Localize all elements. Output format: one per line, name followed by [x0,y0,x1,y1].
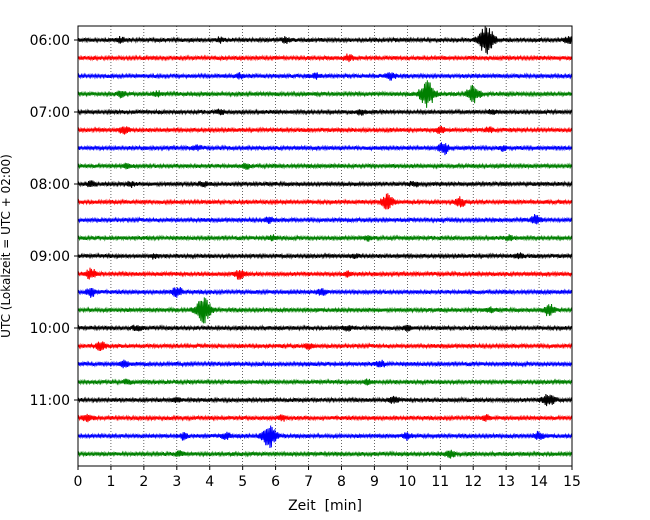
trace-row-0630 [77,72,573,81]
plot-frame [77,25,573,467]
x-tick-label: 11 [431,474,449,490]
trace-row-1045 [77,378,573,386]
x-tick-label: 10 [398,474,416,490]
x-tick-label: 8 [337,474,346,490]
trace-row-0715 [77,125,573,135]
y-tick-label: 10:00 [30,321,70,337]
trace-row-0915 [77,267,573,280]
trace-row-1145 [77,449,573,459]
trace-row-0830 [77,214,573,225]
trace-row-0945 [77,297,573,324]
trace-row-0900 [77,252,573,260]
y-tick-label: 06:00 [30,33,70,49]
trace-row-0815 [77,193,573,210]
trace-row-0700 [77,108,573,116]
x-axis-ticks: 0 1 2 3 4 5 6 7 8 9 10 11 12 13 14 15 [74,466,581,490]
trace-row-1015 [77,341,573,352]
trace-row-1030 [77,359,573,369]
trace-row-0645 [77,80,573,108]
y-tick-label: 11:00 [30,393,70,409]
trace-row-0600 [77,26,573,55]
trace-row-1000 [77,324,573,332]
y-axis-ticks: 06:00 07:00 08:00 09:00 10:00 11:00 [30,33,78,409]
x-tick-label: 7 [304,474,313,490]
trace-row-0845 [77,234,573,242]
x-tick-label: 1 [106,474,115,490]
trace-row-0930 [77,287,573,298]
x-tick-label: 12 [464,474,482,490]
trace-row-1115 [77,413,573,423]
grid-lines [110,26,540,466]
trace-row-1100 [77,393,573,407]
x-tick-label: 0 [74,474,83,490]
trace-row-0730 [77,142,573,156]
y-tick-label: 09:00 [30,249,70,265]
y-tick-label: 08:00 [30,177,70,193]
trace-row-0615 [77,53,573,63]
x-tick-label: 6 [271,474,280,490]
x-tick-label: 4 [205,474,214,490]
trace-rows [77,26,573,459]
trace-row-0745 [77,162,573,170]
trace-row-0800 [77,180,573,189]
x-tick-label: 5 [238,474,247,490]
y-tick-label: 07:00 [30,105,70,121]
x-tick-label: 3 [172,474,181,490]
trace-row-1130 [77,425,573,448]
x-tick-label: 2 [139,474,148,490]
y-axis-label: UTC (Lokalzeit = UTC + 02:00) [0,154,13,338]
x-axis-label: Zeit [min] [288,498,362,514]
x-tick-label: 13 [497,474,515,490]
x-tick-label: 15 [563,474,581,490]
x-tick-label: 14 [530,474,548,490]
x-tick-label: 9 [370,474,379,490]
